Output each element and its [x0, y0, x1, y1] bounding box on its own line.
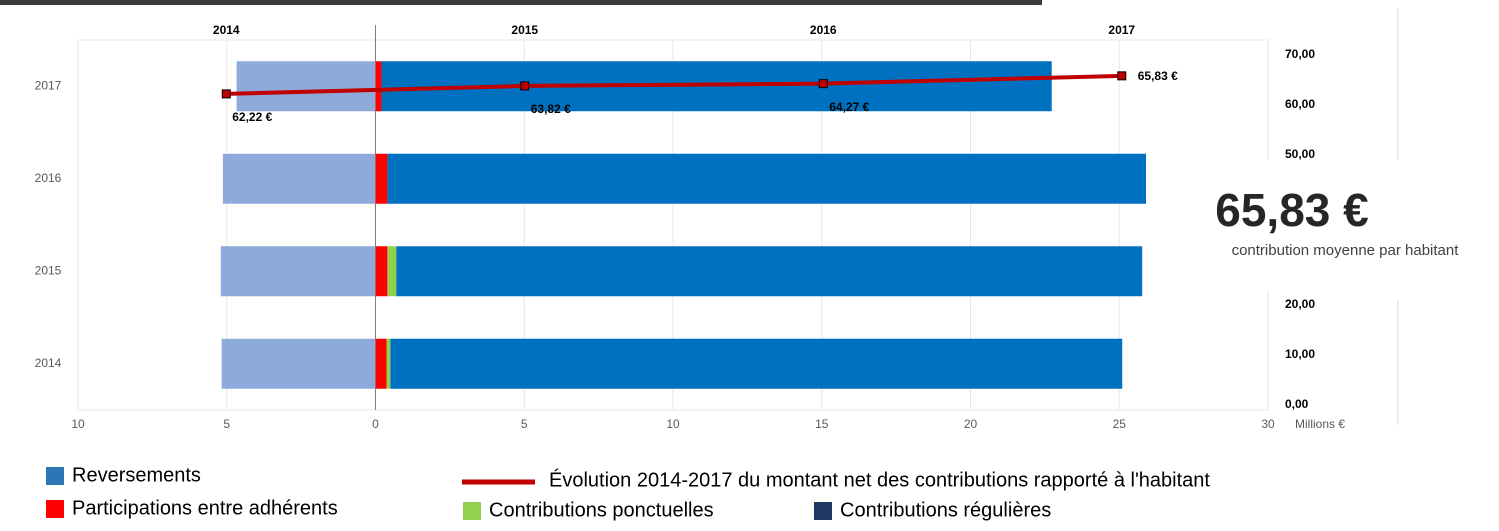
- y2-tick-label: 70,00: [1285, 47, 1315, 61]
- x-tick-label: 0: [372, 417, 379, 431]
- x2-tick-label: 2015: [511, 23, 538, 37]
- data-label: 65,83 €: [1138, 69, 1178, 83]
- legend-label: Contributions régulières: [840, 499, 1051, 521]
- x-tick-label: 30: [1261, 417, 1275, 431]
- legend-label: Évolution 2014-2017 du montant net des c…: [549, 468, 1210, 491]
- y2-tick-label: 10,00: [1285, 347, 1315, 361]
- bar-segment: [221, 338, 376, 389]
- x-tick-label: 10: [71, 417, 85, 431]
- y-tick-label: 2014: [35, 356, 62, 370]
- x-tick-label: 5: [223, 417, 230, 431]
- bar-segment: [390, 338, 1123, 389]
- bar-segment: [375, 153, 388, 204]
- bar-segment: [396, 246, 1143, 297]
- bar-segment: [222, 153, 376, 204]
- x-axis-label: Millions €: [1295, 417, 1345, 431]
- legend-label: Reversements: [72, 464, 201, 486]
- bar-segment: [386, 338, 391, 389]
- annotation-bg: [1195, 160, 1499, 290]
- x-tick-label: 15: [815, 417, 829, 431]
- line-marker: [520, 81, 530, 91]
- bar-segment: [220, 246, 376, 297]
- legend-swatch: [463, 502, 481, 520]
- legend-swatch: [46, 500, 64, 518]
- bar-segment: [375, 61, 382, 112]
- y2-tick-label: 60,00: [1285, 97, 1315, 111]
- annotation-value: 65,83 €: [1215, 184, 1368, 236]
- data-label: 63,82 €: [531, 102, 571, 116]
- line-marker: [221, 89, 231, 99]
- y-tick-label: 2017: [35, 78, 62, 92]
- x2-tick-label: 2017: [1108, 23, 1135, 37]
- bar-segment: [375, 338, 387, 389]
- data-label: 64,27 €: [829, 100, 869, 114]
- bar-segment: [236, 61, 376, 112]
- x2-tick-label: 2014: [213, 23, 240, 37]
- data-label: 62,22 €: [232, 110, 272, 124]
- y2-tick-label: 50,00: [1285, 147, 1315, 161]
- line: [226, 73, 1122, 96]
- x-tick-label: 20: [964, 417, 978, 431]
- x-tick-label: 5: [521, 417, 528, 431]
- bar-segment: [387, 153, 1147, 204]
- y2-tick-label: 0,00: [1285, 397, 1309, 411]
- marks: 62,22 € 63,82 € 64,27 € 65,83 €: [220, 61, 1178, 389]
- annotation-text: contribution moyenne par habitant: [1232, 242, 1460, 259]
- legend: Évolution 2014-2017 du montant net des c…: [46, 464, 1210, 521]
- x-tick-label: 10: [666, 417, 680, 431]
- y2-tick-label: 20,00: [1285, 297, 1315, 311]
- line-marker: [1117, 71, 1127, 81]
- y-tick-label: 2015: [35, 263, 62, 277]
- x2-tick-label: 2016: [810, 23, 837, 37]
- legend-swatch: [814, 502, 832, 520]
- bar-segment: [375, 246, 388, 297]
- bar-segment: [387, 246, 397, 297]
- top-rule: [0, 0, 1042, 5]
- legend-label: Participations entre adhérents: [72, 497, 338, 519]
- legend-swatch: [46, 467, 64, 485]
- y-tick-label: 2016: [35, 171, 62, 185]
- legend-label: Contributions ponctuelles: [489, 499, 714, 521]
- x-tick-label: 25: [1113, 417, 1127, 431]
- line-marker: [818, 79, 828, 89]
